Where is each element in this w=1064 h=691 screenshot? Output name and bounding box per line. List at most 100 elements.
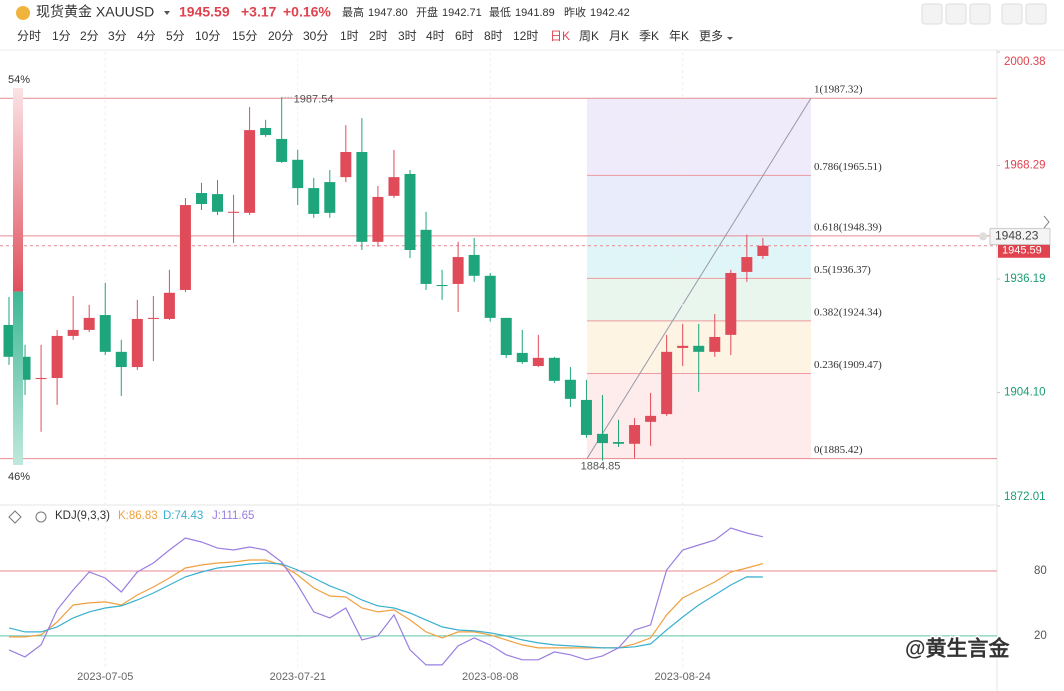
kdj-title: KDJ(9,3,3)	[55, 510, 110, 522]
candle-body	[51, 335, 63, 379]
candle-body	[661, 351, 673, 415]
candle-body	[67, 329, 79, 336]
kdj-tick-label: 20	[1034, 630, 1047, 642]
candle-body	[677, 345, 689, 348]
timeframe-tab[interactable]: 1分	[52, 29, 71, 43]
y-tick-label: 2000.38	[1004, 56, 1046, 68]
candle-body	[693, 345, 705, 352]
sentiment-buy-label: 54%	[8, 74, 30, 86]
timeframe-tab[interactable]: 4分	[137, 29, 156, 43]
candle-body	[500, 317, 512, 356]
stat-label: 最低	[489, 6, 511, 19]
candle-body	[580, 399, 592, 435]
dropdown-arrow[interactable]	[164, 11, 170, 15]
stat-label: 昨收	[564, 5, 586, 19]
candle-body	[163, 292, 175, 319]
timeframe-tab[interactable]: 20分	[268, 29, 293, 43]
tool-icon[interactable]	[969, 3, 991, 25]
timeframe-tab[interactable]: 分时	[17, 29, 41, 43]
tool-icon[interactable]	[945, 3, 967, 25]
sentiment-sell-label: 46%	[8, 471, 30, 483]
marker-price-tag	[989, 227, 1051, 245]
candle-body	[757, 245, 769, 256]
x-tick-label: 2023-08-08	[462, 671, 518, 683]
timeframe-tab[interactable]: 15分	[232, 29, 257, 43]
fib-label: 0.382(1924.34)	[814, 306, 882, 318]
candle-body	[436, 284, 448, 287]
timeframe-tab[interactable]: 季K	[639, 29, 659, 43]
stat-label: 开盘	[416, 5, 438, 19]
eye-icon[interactable]	[8, 510, 22, 524]
candle-body	[35, 378, 47, 380]
timeframe-tab[interactable]: 3分	[108, 29, 127, 43]
fib-label: 0.5(1936.37)	[814, 264, 871, 276]
timeframe-tab[interactable]: 12时	[513, 29, 538, 43]
candle-body	[645, 415, 657, 422]
kdj-tick-label: 80	[1034, 565, 1047, 577]
timeframe-tab[interactable]: 周K	[579, 29, 599, 43]
candle-body	[725, 272, 737, 335]
gear-icon[interactable]	[35, 511, 47, 523]
timeframe-tab[interactable]: 3时	[398, 29, 417, 43]
candle-body	[613, 442, 625, 444]
fib-band	[587, 175, 811, 236]
candle-body	[452, 257, 464, 284]
timeframe-tab[interactable]: 日K	[550, 29, 570, 43]
marker-dot	[979, 232, 987, 241]
kdj-legend: J:111.65	[212, 510, 254, 522]
kdj-line	[8, 527, 764, 666]
more-arrow	[727, 37, 733, 40]
fib-band	[587, 98, 811, 176]
tool-icon[interactable]	[1025, 3, 1047, 25]
sentiment-sell	[13, 291, 23, 465]
timeframe-tab[interactable]: 2分	[80, 29, 99, 43]
candle-body	[83, 317, 95, 330]
timeframe-tab[interactable]: 6时	[455, 29, 474, 43]
x-tick-label: 2023-07-21	[270, 671, 326, 683]
candle-body	[356, 152, 368, 242]
candle-body	[292, 159, 304, 189]
candle-body	[147, 317, 159, 319]
kdj-legend: D:74.43	[163, 510, 203, 522]
x-tick-label: 2023-08-24	[655, 671, 711, 683]
kdj-legend: K:86.83	[118, 510, 158, 522]
high-annotation: 1987.54	[294, 93, 334, 105]
gold-icon	[16, 6, 30, 20]
timeframe-tab[interactable]: 8时	[484, 29, 503, 43]
candle-body	[179, 205, 191, 290]
candle-body	[404, 173, 416, 250]
y-tick-label: 1904.10	[1004, 387, 1046, 399]
fib-label: 1(1987.32)	[814, 84, 863, 96]
y-tick-label: 1872.01	[1004, 491, 1046, 503]
candle-body	[484, 275, 496, 318]
tool-icon[interactable]	[1001, 3, 1023, 25]
timeframe-tab[interactable]: 4时	[426, 29, 445, 43]
timeframe-tab[interactable]: 更多	[699, 29, 723, 43]
stat-value: 1942.42	[590, 7, 630, 19]
candle-body	[372, 196, 384, 242]
timeframe-tab[interactable]: 年K	[669, 29, 689, 43]
candle-body	[741, 257, 753, 272]
y-tick-label: 1936.19	[1004, 273, 1046, 285]
fib-band	[587, 278, 811, 321]
timeframe-tab[interactable]: 30分	[303, 29, 328, 43]
x-tick-label: 2023-07-05	[77, 671, 133, 683]
timeframe-tab[interactable]: 1时	[340, 29, 359, 43]
candle-body	[308, 188, 320, 214]
kdj-line	[8, 562, 763, 649]
timeframe-tab[interactable]: 5分	[166, 29, 185, 43]
stat-value: 1947.80	[368, 7, 408, 19]
timeframe-tab[interactable]: 月K	[609, 29, 629, 43]
candle-body	[212, 194, 224, 212]
fib-label: 0.236(1909.47)	[814, 359, 882, 371]
symbol-name[interactable]: 现货黄金 XAUUSD	[36, 4, 154, 20]
change: +3.17	[241, 4, 277, 20]
candle-body	[115, 351, 127, 368]
timeframe-tab[interactable]: 10分	[195, 29, 220, 43]
watermark: @黄生言金	[905, 637, 1010, 661]
kdj-line	[9, 559, 764, 649]
timeframe-tab[interactable]: 2时	[369, 29, 388, 43]
tool-icon[interactable]	[921, 3, 943, 25]
